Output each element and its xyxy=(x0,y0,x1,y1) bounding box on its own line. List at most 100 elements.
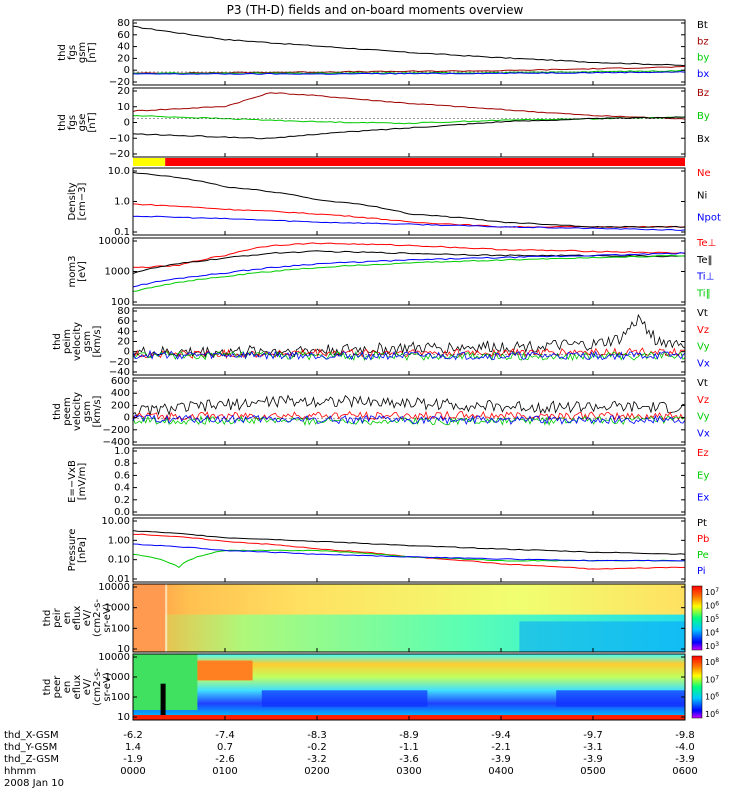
series-line-Bx xyxy=(132,116,686,140)
y-tick-label: 0.2 xyxy=(114,495,130,506)
y-axis-label: gsm xyxy=(82,331,93,352)
legend-label-Te⊥: Te⊥ xyxy=(696,238,716,249)
y-tick-label: −20 xyxy=(109,77,130,88)
y-axis-label: peer xyxy=(52,675,63,699)
time-axis-value: -3.9 xyxy=(675,754,695,765)
series-line-Ti⊥ xyxy=(132,252,686,288)
legend-label-Ex: Ex xyxy=(697,493,709,504)
y-tick-label: 0 xyxy=(124,65,130,76)
colorbar-tick-label: 107 xyxy=(705,587,719,597)
y-axis-label: thd xyxy=(42,679,53,696)
y-tick-label: −20 xyxy=(109,149,130,160)
y-tick-label: −40 xyxy=(109,367,130,378)
time-axis-value: -2.1 xyxy=(491,742,511,753)
time-tick-label: 0400 xyxy=(488,766,513,777)
panel-pressure: Pt Pb Pe Pi 10.00 1.00 0.10 0.01 Pressure [nPa] xyxy=(67,516,709,585)
legend-label-Ti⊥: Ti⊥ xyxy=(696,272,714,283)
time-axis-row-label: thd_Y-GSM xyxy=(4,742,57,753)
y-tick-label: 0.1 xyxy=(114,227,130,238)
y-tick-label: 600 xyxy=(111,376,130,387)
time-axis-value: -0.2 xyxy=(307,742,327,753)
y-axis-label: eV/ xyxy=(82,609,93,626)
colorbar-tick-label: 106 xyxy=(705,709,719,719)
series-line-Pt xyxy=(132,530,686,555)
y-axis-label: [nT] xyxy=(87,112,98,132)
series-line-Vy xyxy=(132,414,686,426)
y-axis-label: [eV] xyxy=(77,261,88,282)
y-tick-label: 20 xyxy=(117,53,130,64)
y-tick-label: 0.8 xyxy=(114,458,130,469)
y-axis-label: sr-eV) xyxy=(102,672,113,701)
series-line-By xyxy=(132,115,686,125)
y-axis-label: thd xyxy=(52,333,63,350)
panel-ion-spectrogram: 107 106 105 104 103 10000 1000 100 10 thd peir en ef… xyxy=(42,582,719,655)
y-axis-label: thd xyxy=(52,403,63,420)
legend-label-Vx: Vx xyxy=(697,428,710,439)
date-label: 2008 Jan 10 xyxy=(4,778,64,789)
y-axis-label: velocity xyxy=(72,392,83,431)
y-tick-label: 0.4 xyxy=(114,483,130,494)
legend-label-Bz: Bz xyxy=(697,88,709,99)
series-line-Npot xyxy=(132,215,686,231)
legend-label-Ti‖: Ti‖ xyxy=(696,288,711,299)
colorbar-tick-label: 105 xyxy=(705,614,719,624)
y-tick-label: −20 xyxy=(109,357,130,368)
spectrogram-band xyxy=(556,690,685,707)
y-axis-label: peem xyxy=(62,397,73,425)
y-tick-label: 100 xyxy=(111,692,130,703)
legend-label-Vy: Vy xyxy=(697,412,710,423)
legend-label-Vz: Vz xyxy=(697,325,709,336)
panel-frame xyxy=(132,307,686,376)
y-axis-label: Density xyxy=(67,182,78,220)
legend-label-Te‖: Te‖ xyxy=(696,255,713,266)
time-axis-value: -1.9 xyxy=(123,754,143,765)
panel-frame xyxy=(132,237,686,306)
series-line-Vz xyxy=(132,410,686,422)
status-segment xyxy=(165,158,685,166)
series-line-Bz xyxy=(132,92,686,120)
y-axis-label: sr-eV) xyxy=(102,603,113,632)
y-tick-label: 0.0 xyxy=(114,507,130,518)
y-tick-label: 1000 xyxy=(105,603,130,614)
y-axis-label: thd xyxy=(57,114,68,131)
y-tick-label: 40 xyxy=(117,326,130,337)
legend-label-Ey: Ey xyxy=(697,470,709,481)
legend-label-Npot: Npot xyxy=(697,213,721,224)
panel-frame xyxy=(132,87,686,158)
series-line-Vt xyxy=(132,394,686,418)
time-axis-value: -3.9 xyxy=(491,754,511,765)
y-axis-label: [km/s] xyxy=(92,325,103,357)
y-tick-label: 10.00 xyxy=(101,516,130,527)
time-axis-value: -2.6 xyxy=(215,754,235,765)
legend-label-Vy: Vy xyxy=(697,342,710,353)
time-axis-value: -4.0 xyxy=(675,742,695,753)
panel-electron-spectrogram: 108 107 106 106 10000 1000 100 10 thd peer en eflux… xyxy=(42,652,719,723)
panel-fgs-gse: Bz By Bx 20 10 0 −10 −20 thd fgs gse [nT] xyxy=(57,86,710,160)
y-tick-label: 60 xyxy=(117,316,130,327)
colorbar-tick-label: 108 xyxy=(705,657,719,667)
y-axis-label: E=−VxB xyxy=(67,460,78,503)
colorbar-tick-label: 106 xyxy=(705,601,719,611)
time-axis-value: -6.2 xyxy=(123,730,143,741)
y-tick-label: 100 xyxy=(111,297,130,308)
spectrogram-band xyxy=(261,690,428,707)
y-axis-label: [nPa] xyxy=(77,537,88,563)
y-tick-label: 60 xyxy=(117,30,130,41)
y-tick-label: 10000 xyxy=(98,652,130,663)
y-tick-label: −10 xyxy=(109,133,130,144)
time-axis-value: 1.4 xyxy=(125,742,141,753)
y-tick-label: −400 xyxy=(103,437,130,448)
y-axis-label: Pressure xyxy=(67,529,78,572)
legend-label-Pe: Pe xyxy=(697,550,709,561)
y-tick-label: 20 xyxy=(117,86,130,97)
time-axis-row-label: hhmm xyxy=(4,766,36,777)
y-axis-label: (cm2-s- xyxy=(92,599,103,637)
series-line-Te⊥ xyxy=(132,242,686,269)
time-axis-value: -9.8 xyxy=(675,730,695,741)
legend-label-Pi: Pi xyxy=(697,566,706,577)
time-axis-value: -9.7 xyxy=(583,730,603,741)
y-axis-label: velocity xyxy=(72,322,83,361)
